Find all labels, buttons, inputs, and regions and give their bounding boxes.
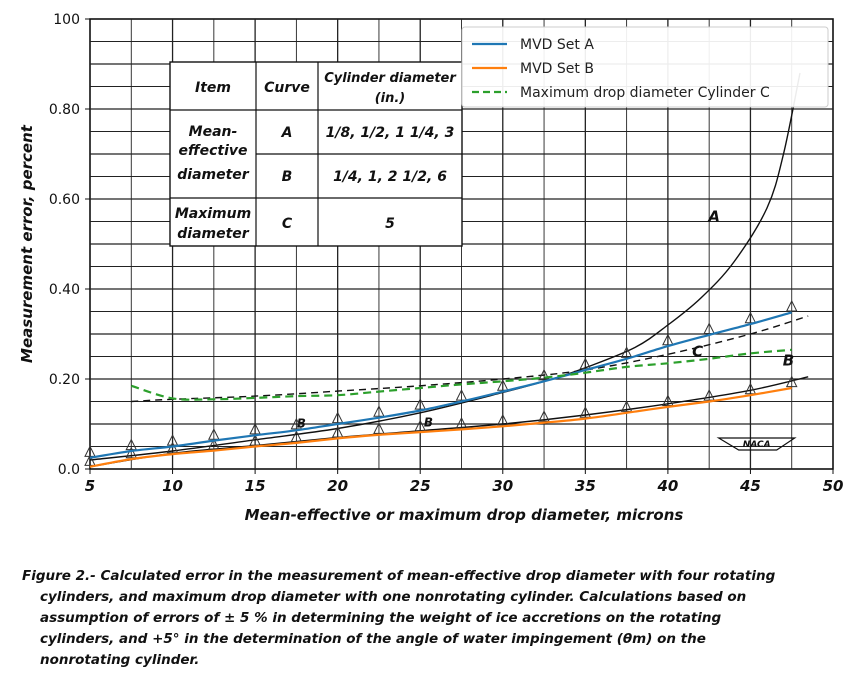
table-curve-label: C — [282, 216, 293, 232]
triangle-marker — [455, 416, 468, 429]
table-diameter-values: 1/4, 1, 2 1/2, 6 — [333, 169, 447, 185]
series-line-3 — [130, 348, 792, 401]
triangle-marker — [579, 406, 592, 418]
table-header-cylinder-diameter: Cylinder diameter — [324, 71, 457, 86]
triangle-marker — [785, 299, 798, 312]
data-series — [89, 311, 792, 468]
table-curve-label: A — [281, 125, 293, 141]
triangle-marker — [414, 419, 427, 432]
series-line-2 — [89, 386, 792, 468]
triangle-marker — [538, 410, 550, 422]
x-tick-label: 40 — [656, 477, 678, 495]
curve-legend-table: Item Curve Cylinder diameter (in.) Mean-effe… — [169, 61, 463, 247]
table-header-item: Item — [195, 80, 231, 96]
triangle-marker — [703, 388, 715, 401]
triangle-marker — [496, 413, 509, 426]
triangle-marker — [373, 422, 385, 434]
caption-line-5: nonrotating cylinder. — [40, 652, 200, 668]
logo-text: NACA — [743, 440, 771, 450]
curve-label-b: B — [783, 352, 794, 370]
triangle-marker — [579, 357, 592, 370]
caption-line-1: Figure 2.- Calculated error in the measu… — [22, 568, 776, 584]
y-tick-label: 0.20 — [49, 372, 80, 388]
x-tick-label: 50 — [823, 477, 844, 495]
y-tick-label: 0.40 — [49, 282, 80, 298]
table-item-label: diameter — [177, 226, 250, 242]
triangle-marker — [125, 438, 138, 451]
y-tick-label: 100 — [53, 12, 80, 28]
caption-line-4: cylinders, and +5° in the determination … — [40, 631, 706, 647]
triangle-marker — [290, 430, 303, 442]
x-tick-label: 5 — [85, 477, 95, 495]
caption-line-3: assumption of errors of ± 5 % in determi… — [40, 610, 722, 626]
curve-label-a: A — [707, 208, 720, 226]
triangle-marker — [662, 394, 674, 406]
naca-logo: NACA — [716, 437, 797, 451]
x-tick-label: 20 — [327, 477, 348, 495]
reference-curve-c — [131, 315, 809, 403]
triangle-marker — [662, 333, 674, 346]
x-tick-label: 45 — [739, 477, 761, 495]
legend-label-2: MVD Set B — [520, 61, 594, 77]
curve-label-c: C — [692, 343, 703, 361]
triangle-marker — [744, 311, 757, 324]
y-tick-label: 0.60 — [49, 192, 80, 208]
triangle-marker — [538, 368, 550, 381]
triangle-marker — [84, 454, 96, 466]
table-item-label: Mean- — [189, 124, 238, 140]
triangle-marker — [249, 422, 261, 435]
x-axis-label: Mean-effective or maximum drop diameter,… — [245, 506, 684, 524]
x-tick-label: 10 — [162, 477, 183, 495]
triangle-marker — [455, 388, 468, 401]
table-diameter-values: 1/8, 1/2, 1 1/4, 3 — [326, 125, 455, 141]
triangle-marker — [785, 375, 798, 388]
point-marker-b: B — [424, 415, 433, 429]
legend: MVD Set A MVD Set B Maximum drop diameter … — [461, 26, 829, 108]
y-tick-label: 0.0 — [58, 462, 80, 478]
chart: Item Curve Cylinder diameter (in.) Mean-effe… — [18, 12, 844, 524]
legend-box — [461, 26, 829, 108]
table-header-units: (in.) — [375, 91, 406, 106]
triangle-marker — [744, 382, 757, 395]
table-curve-label: B — [282, 169, 293, 185]
x-tick-label: 35 — [575, 477, 596, 495]
table-item-label: Maximum — [175, 206, 251, 222]
logo-wing — [716, 437, 797, 451]
reference-curves: A C B B B — [84, 72, 809, 468]
point-marker-b: B — [297, 417, 306, 431]
triangle-marker — [703, 322, 715, 334]
triangle-marker — [414, 397, 427, 410]
y-axis-label: Measurement error, percent — [18, 124, 36, 363]
triangle-marker — [620, 400, 633, 412]
table-header-curve: Curve — [264, 80, 310, 96]
legend-label-1: MVD Set A — [520, 37, 594, 53]
y-tick-label: 0.80 — [49, 102, 80, 118]
triangle-marker — [331, 411, 344, 424]
triangle-marker — [331, 425, 344, 438]
caption-line-2: cylinders, and maximum drop diameter wit… — [40, 589, 747, 605]
axis-ticks: 5 10 15 20 25 30 35 40 45 50 0.0 0.20 0.40 0.60 0.80 10… — [49, 12, 844, 495]
triangle-marker — [620, 346, 633, 358]
legend-label-3: Maximum drop diameter Cylinder C — [520, 85, 770, 101]
series-line-1 — [89, 311, 792, 459]
triangle-marker — [373, 405, 385, 417]
triangle-marker — [166, 433, 179, 446]
triangle-marker — [208, 438, 220, 450]
x-tick-label: 25 — [410, 477, 431, 495]
triangle-marker — [125, 446, 138, 459]
triangle-marker — [290, 417, 303, 430]
table-diameter-values: 5 — [385, 216, 395, 232]
x-tick-label: 30 — [492, 477, 513, 495]
triangle-marker — [496, 379, 509, 391]
table-item-label: diameter — [177, 167, 250, 183]
figure-caption: Figure 2.- Calculated error in the measu… — [22, 566, 842, 671]
table-item-label: effective — [178, 143, 247, 159]
x-tick-label: 15 — [245, 477, 266, 495]
triangle-marker — [249, 433, 261, 446]
